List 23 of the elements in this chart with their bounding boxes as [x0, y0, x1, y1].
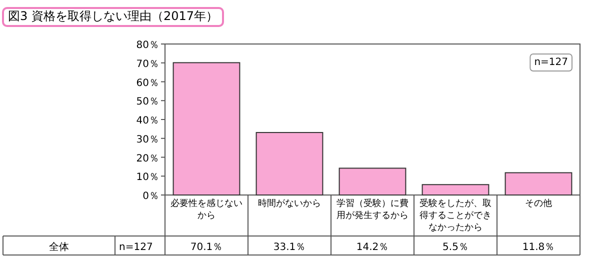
- y-tick-label: 40％: [136, 116, 159, 126]
- y-tick-label: 20％: [136, 153, 159, 164]
- x-tick-label: 受験をしたが、取得することができなかったから: [420, 198, 492, 233]
- data-label: 14.2％: [356, 242, 389, 253]
- text: 全体: [49, 241, 69, 253]
- y-tick-label: 0％: [142, 191, 159, 202]
- y-tick-label: 50％: [136, 96, 159, 108]
- annotation: n=127: [534, 57, 568, 68]
- y-tick-label: 10％: [136, 172, 159, 184]
- x-tick-label: 必要性を感じないから: [170, 198, 242, 221]
- y-tick-label: 30％: [136, 134, 159, 146]
- y-tick-label: 80％: [136, 40, 159, 51]
- x-tick-label: その他: [525, 198, 552, 209]
- data-label: 33.1％: [273, 242, 306, 253]
- data-label: 5.5％: [442, 242, 468, 253]
- data-label: 70.1％: [190, 242, 223, 253]
- text: n=127: [119, 242, 153, 253]
- x-tick-label: 学習（受験）に費用が発生するから: [336, 198, 408, 221]
- chart-title: 図3 資格を取得しない理由（2017年）: [8, 9, 218, 23]
- y-tick-label: 60％: [136, 78, 159, 89]
- x-tick-label: 時間がないから: [258, 198, 321, 209]
- data-label: 11.8％: [522, 242, 555, 253]
- y-tick-label: 70％: [136, 58, 159, 70]
